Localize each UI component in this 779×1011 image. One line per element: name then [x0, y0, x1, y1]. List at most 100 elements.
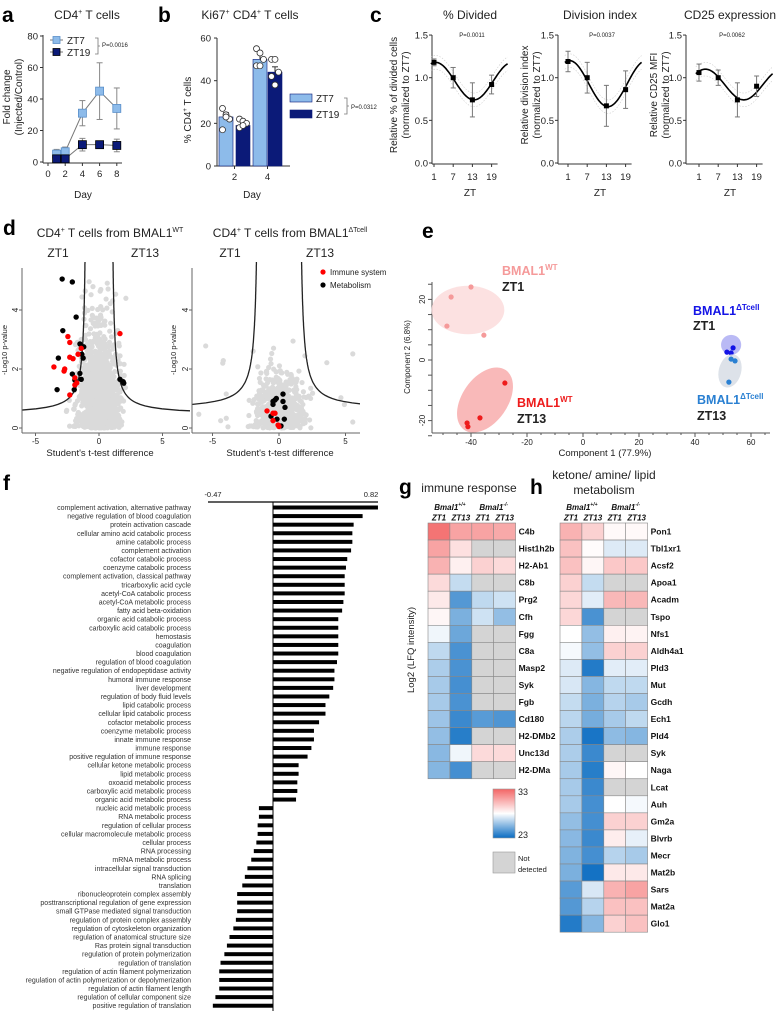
- row-label: Apoa1: [651, 578, 677, 588]
- background-protein-point: [87, 326, 94, 332]
- background-protein-point: [270, 345, 277, 351]
- go-term-bar: [212, 1003, 273, 1008]
- background-protein-point: [72, 342, 79, 348]
- x-tick-label: 0: [581, 438, 586, 447]
- go-term-bar: [273, 548, 352, 553]
- go-term-bar: [256, 840, 273, 845]
- y-tick-label: 0: [418, 357, 427, 362]
- go-term-label: innate immune response: [114, 737, 191, 744]
- background-protein-point: [341, 401, 347, 408]
- row-label: Mat2a: [651, 902, 675, 912]
- x-tick-label: 8: [114, 169, 119, 180]
- heatmap-cell: [625, 539, 648, 558]
- immune-system-point: [75, 351, 81, 357]
- background-protein-point: [83, 412, 89, 418]
- chart-c-xlabel: ZT: [464, 188, 476, 199]
- go-term-bar: [273, 797, 297, 802]
- sample-point: [502, 380, 508, 386]
- heatmap-cell: [427, 676, 451, 694]
- go-term-label: regulation of anatomical structure size: [73, 935, 191, 942]
- sample-point: [477, 415, 483, 421]
- background-protein-point: [223, 391, 229, 397]
- panel-label-a: a: [2, 4, 14, 27]
- background-protein-point: [100, 396, 106, 402]
- data-point: [696, 70, 702, 76]
- background-protein-point: [277, 410, 283, 416]
- heatmap-cell: [603, 642, 626, 660]
- heatmap-cell: [603, 846, 626, 865]
- heatmap-cell: [603, 607, 626, 626]
- y-tick-label: 0: [11, 425, 20, 430]
- heatmap-cell: [581, 863, 605, 882]
- heatmap-cell: [625, 880, 648, 899]
- heatmap-cell: [625, 761, 648, 780]
- x-tick-label: 6: [97, 169, 102, 180]
- heatmap-cell: [471, 710, 494, 728]
- row-label: Auh: [651, 799, 668, 809]
- heatmap-cell: [603, 693, 626, 711]
- background-protein-point: [350, 419, 356, 425]
- background-protein-point: [72, 418, 79, 424]
- background-protein-point: [289, 401, 296, 407]
- group-label-time: ZT13: [517, 412, 546, 426]
- sample-point: [730, 345, 736, 351]
- x-tick-label: 13: [732, 172, 743, 183]
- row-label: Hist1h2b: [519, 544, 555, 554]
- heatmap-cell: [625, 624, 648, 643]
- row-label: Cd180: [519, 714, 545, 724]
- data-point: [623, 87, 629, 93]
- row-label: H2-DMa: [519, 765, 551, 775]
- go-term-bar: [273, 668, 335, 673]
- background-protein-point: [82, 332, 88, 338]
- heatmap-cell: [493, 727, 516, 745]
- heatmap-cell: [603, 659, 626, 677]
- background-protein-point: [85, 344, 92, 350]
- background-protein-point: [97, 424, 104, 430]
- background-protein-point: [88, 413, 94, 419]
- data-point: [565, 58, 571, 64]
- row-label: Aldh4a1: [651, 646, 684, 656]
- heatmap-cell: [449, 727, 473, 745]
- x-tick-label: 40: [691, 438, 700, 447]
- heatmap-cell: [603, 812, 626, 831]
- chart-b-xlabel: Day: [243, 190, 261, 201]
- metabolism-point: [69, 279, 76, 285]
- row-label: Blvrb: [651, 833, 673, 843]
- heatmap-cell: [581, 573, 605, 592]
- chart-c-xlabel: ZT: [724, 188, 736, 199]
- chart-c-ylabel-1: Relative CD25 MFI: [649, 53, 660, 137]
- heatmap-cell: [625, 812, 648, 831]
- go-term-bar: [273, 763, 299, 768]
- heatmap-cell: [471, 607, 494, 626]
- background-protein-point: [104, 280, 110, 286]
- chart-e-ylabel: Component 2 (6.8%): [403, 320, 412, 394]
- y-tick-label: -20: [418, 414, 427, 426]
- background-protein-point: [256, 408, 262, 414]
- go-term-bar: [273, 514, 363, 519]
- chart-c-ylabel-2: (normalized to ZT7): [401, 51, 412, 138]
- background-protein-point: [263, 368, 270, 374]
- immune-system-point: [72, 375, 78, 381]
- chart-d2-ylabel: -Log10 p-value: [169, 325, 178, 375]
- heatmap-cell: [471, 693, 494, 711]
- x-tick-label: 60: [747, 438, 756, 447]
- heatmap-cell: [493, 539, 516, 558]
- confidence-band-upper: [695, 61, 773, 94]
- go-term-bar: [242, 883, 273, 888]
- heatmap-cell: [559, 522, 583, 541]
- background-protein-point: [103, 408, 109, 414]
- background-protein-point: [256, 375, 263, 382]
- background-protein-point: [246, 397, 252, 403]
- heatmap-cell: [449, 522, 473, 541]
- immune-system-point: [270, 417, 276, 424]
- x-tick-label: 4: [265, 172, 270, 183]
- heatmap-cell: [427, 556, 451, 575]
- heatmap-cell: [581, 522, 605, 541]
- heatmap-cell: [471, 761, 494, 780]
- go-term-bar: [258, 814, 273, 819]
- background-protein-point: [74, 398, 81, 404]
- background-protein-point: [99, 389, 106, 396]
- chart-c-title: CD25 expression: [684, 8, 776, 22]
- panel-label-g: g: [399, 476, 412, 499]
